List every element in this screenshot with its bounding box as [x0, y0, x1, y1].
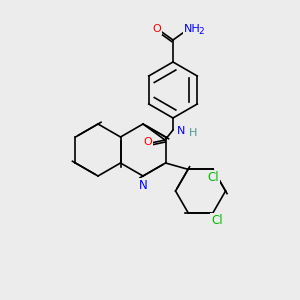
Text: NH: NH — [184, 24, 200, 34]
Text: 2: 2 — [198, 28, 204, 37]
Text: N: N — [139, 179, 147, 192]
Text: N: N — [177, 126, 185, 136]
Text: Cl: Cl — [207, 171, 219, 184]
Text: O: O — [144, 137, 152, 147]
Text: H: H — [189, 128, 197, 138]
Text: Cl: Cl — [211, 214, 223, 227]
Text: O: O — [153, 24, 161, 34]
